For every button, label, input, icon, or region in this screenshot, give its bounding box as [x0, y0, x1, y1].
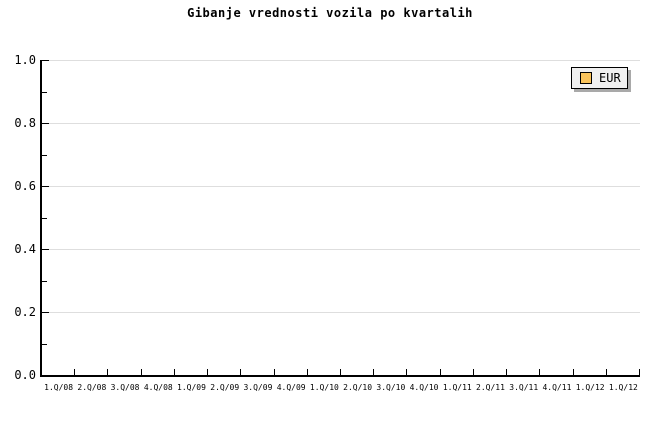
- x-axis-tick: [606, 369, 607, 375]
- x-axis-label: 4.Q/09: [276, 383, 306, 392]
- y-axis-major-tick: [42, 186, 49, 187]
- y-axis-major-tick: [42, 312, 49, 313]
- x-axis-label: 2.Q/09: [210, 383, 240, 392]
- gridline: [42, 123, 640, 124]
- y-axis-minor-tick: [42, 344, 47, 345]
- x-axis-label: 2.Q/10: [343, 383, 373, 392]
- x-axis-tick: [473, 369, 474, 375]
- y-axis-major-tick: [42, 249, 49, 250]
- x-axis-label: 1.Q/11: [442, 383, 472, 392]
- y-axis-label: 0.8: [14, 116, 36, 130]
- x-axis-label: 1.Q/09: [177, 383, 206, 392]
- x-axis-tick: [141, 369, 142, 375]
- x-axis-tick: [274, 369, 275, 375]
- x-axis-label: 2.Q/11: [476, 383, 505, 392]
- gridline: [42, 186, 640, 187]
- x-axis-label: 1.Q/08: [44, 383, 74, 392]
- x-axis-tick: [506, 369, 507, 375]
- gridline: [42, 249, 640, 250]
- x-axis-tick: [639, 369, 640, 375]
- x-axis-tick: [307, 369, 308, 375]
- x-axis-tick: [74, 369, 75, 375]
- chart-title: Gibanje vrednosti vozila po kvartalih: [187, 6, 473, 20]
- x-axis-label: 3.Q/08: [110, 383, 140, 392]
- y-axis-label: 0.0: [14, 368, 36, 382]
- y-axis-minor-tick: [42, 218, 47, 219]
- legend-swatch-icon: [580, 72, 592, 84]
- y-axis-label: 0.6: [14, 179, 36, 193]
- x-axis-label: 3.Q/11: [509, 383, 539, 392]
- gridline: [42, 312, 640, 313]
- x-axis-label: 1.Q/10: [309, 383, 339, 392]
- x-axis-tick: [440, 369, 441, 375]
- x-axis-tick: [539, 369, 540, 375]
- x-axis-label: 1.Q/12: [608, 383, 638, 392]
- x-axis-tick: [174, 369, 175, 375]
- y-axis-label: 1.0: [14, 53, 36, 67]
- y-axis-label: 0.2: [14, 305, 36, 319]
- x-axis-tick: [207, 369, 208, 375]
- x-axis-label: 4.Q/08: [143, 383, 173, 392]
- x-axis-label: 4.Q/10: [409, 383, 439, 392]
- x-axis-label: 1.Q/12: [575, 383, 605, 392]
- y-axis-minor-tick: [42, 155, 47, 156]
- x-axis-tick: [240, 369, 241, 375]
- x-axis-tick: [573, 369, 574, 375]
- x-axis-label: 3.Q/09: [243, 383, 273, 392]
- x-axis-tick: [406, 369, 407, 375]
- legend-label: EUR: [599, 71, 621, 85]
- y-axis-minor-tick: [42, 281, 47, 282]
- y-axis-major-tick: [42, 123, 49, 124]
- x-axis-label: 2.Q/08: [77, 383, 107, 392]
- y-axis-minor-tick: [42, 92, 47, 93]
- legend: EUR: [571, 67, 628, 89]
- x-axis-label: 3.Q/10: [376, 383, 406, 392]
- gridline: [42, 60, 640, 61]
- x-axis-label: 4.Q/11: [542, 383, 572, 392]
- y-axis-label: 0.4: [14, 242, 36, 256]
- plot-area: [40, 60, 640, 377]
- x-axis-tick: [107, 369, 108, 375]
- x-axis-tick: [373, 369, 374, 375]
- y-axis-major-tick: [42, 60, 49, 61]
- x-axis-tick: [340, 369, 341, 375]
